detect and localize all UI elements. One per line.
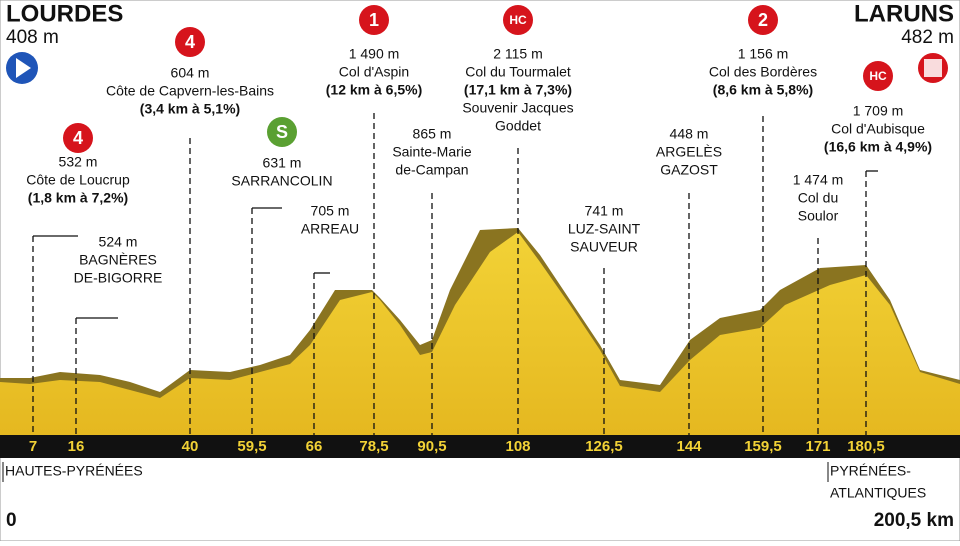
waypoint-text: 1 474 m <box>793 172 844 188</box>
category-badge <box>175 27 205 57</box>
waypoint-text: 705 m <box>311 203 350 219</box>
km-marker: 59,5 <box>237 438 266 455</box>
waypoint-text: Sainte-Marie <box>392 144 472 160</box>
waypoint-text: (16,6 km à 4,9%) <box>824 139 932 155</box>
waypoint-text: 532 m <box>59 154 98 170</box>
region-label: HAUTES-PYRÉNÉES <box>5 463 143 479</box>
category-badge <box>748 5 778 35</box>
km-marker: 66 <box>306 438 323 455</box>
waypoint-text: 1 156 m <box>738 46 789 62</box>
waypoint-text: Côte de Loucrup <box>26 172 130 188</box>
category-badge <box>359 5 389 35</box>
category-label: HC <box>869 69 887 83</box>
region-label: ATLANTIQUES <box>830 485 926 501</box>
waypoint-text: SARRANCOLIN <box>231 173 332 189</box>
waypoint-text: GAZOST <box>660 162 718 178</box>
waypoint-text: 604 m <box>171 65 210 81</box>
km-marker: 7 <box>29 438 37 455</box>
category-badge <box>63 123 93 153</box>
waypoint-text: LUZ-SAINT <box>568 221 641 237</box>
waypoint-text: (8,6 km à 5,8%) <box>713 82 813 98</box>
waypoint-text: (17,1 km à 7,3%) <box>464 82 572 98</box>
waypoint-text: 2 115 m <box>493 46 543 62</box>
waypoint-text: ARGELÈS <box>656 144 722 160</box>
waypoint-text: Col du Tourmalet <box>465 64 571 80</box>
waypoint-text: 1 490 m <box>349 46 400 62</box>
waypoint-text: Soulor <box>798 208 839 224</box>
category-label: 4 <box>73 128 83 148</box>
finish-altitude: 482 m <box>901 27 954 48</box>
category-badge <box>267 117 297 147</box>
km-marker: 108 <box>505 438 530 455</box>
category-label: S <box>276 122 288 142</box>
waypoint-text: ARREAU <box>301 221 359 237</box>
start-arrow <box>16 58 31 78</box>
waypoint-text: 448 m <box>670 126 709 142</box>
km-marker: 180,5 <box>847 438 885 455</box>
finish-name: LARUNS <box>854 0 954 27</box>
km-marker: 126,5 <box>585 438 623 455</box>
distance-end: 200,5 km <box>874 510 954 531</box>
km-marker: 78,5 <box>359 438 388 455</box>
waypoint-text: Col du <box>798 190 838 206</box>
waypoint-text: (3,4 km à 5,1%) <box>140 101 240 117</box>
waypoint-text: 1 709 m <box>853 103 904 119</box>
waypoint-text: 865 m <box>413 126 452 142</box>
waypoint-text: Côte de Capvern-les-Bains <box>106 83 274 99</box>
waypoint-text: 524 m <box>99 234 138 250</box>
waypoint-text: BAGNÈRES <box>79 252 157 268</box>
region-label: PYRÉNÉES- <box>830 463 911 479</box>
waypoint-text: 741 m <box>585 203 624 219</box>
km-marker: 159,5 <box>744 438 782 455</box>
km-marker: 40 <box>182 438 199 455</box>
waypoint-text: (12 km à 6,5%) <box>326 82 423 98</box>
distance-start: 0 <box>6 510 17 531</box>
waypoint-text: Col des Bordères <box>709 64 817 80</box>
start-altitude: 408 m <box>6 27 59 48</box>
category-label: 2 <box>758 10 768 30</box>
km-marker: 144 <box>676 438 702 455</box>
waypoint-text: de-Campan <box>395 162 468 178</box>
waypoint-text: SAUVEUR <box>570 239 638 255</box>
waypoint-text: 631 m <box>263 155 302 171</box>
finish-flag <box>924 59 942 77</box>
start-name: LOURDES <box>6 0 123 27</box>
waypoint-text: DE-BIGORRE <box>74 270 163 286</box>
waypoint-text: Souvenir Jacques <box>462 100 573 116</box>
category-label: HC <box>509 13 527 27</box>
waypoint-text: Col d'Aubisque <box>831 121 925 137</box>
profile <box>0 232 960 435</box>
category-badge <box>503 5 533 35</box>
waypoint-text: Col d'Aspin <box>339 64 409 80</box>
category-badge <box>863 61 893 91</box>
km-marker: 171 <box>805 438 830 455</box>
km-band <box>0 435 960 458</box>
category-label: 1 <box>369 10 379 30</box>
category-label: 4 <box>185 32 195 52</box>
km-marker: 16 <box>68 438 85 455</box>
km-marker: 90,5 <box>417 438 446 455</box>
waypoint-text: Goddet <box>495 118 541 134</box>
waypoint-text: (1,8 km à 7,2%) <box>28 190 128 206</box>
